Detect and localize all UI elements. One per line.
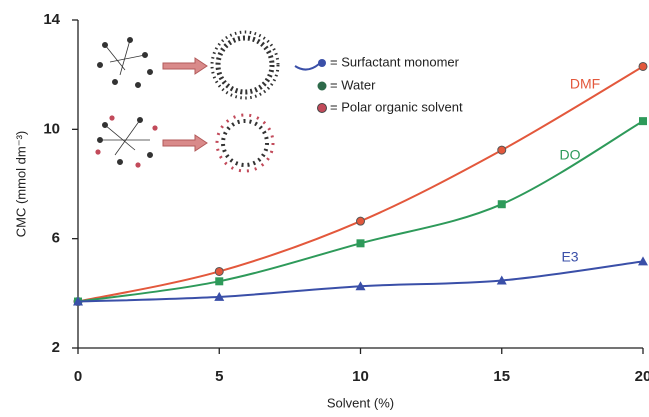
x-tick-label: 20: [635, 368, 649, 385]
y-tick-label: 6: [52, 230, 60, 247]
marker: [356, 216, 365, 226]
marker: [496, 275, 507, 285]
x-tick-label: 5: [215, 368, 223, 385]
marker: [497, 200, 506, 209]
marker: [356, 239, 365, 248]
x-tick-label: 0: [74, 368, 82, 385]
legend-icons: [294, 59, 327, 113]
marker: [214, 266, 224, 276]
marker: [215, 277, 224, 286]
legend-text: = Water: [330, 77, 376, 92]
series-label: DMF: [570, 76, 600, 92]
legend-text: = Surfactant monomer: [330, 54, 460, 69]
y-tick-label: 10: [43, 120, 60, 137]
series-label: E3: [561, 249, 578, 265]
marker: [638, 256, 648, 266]
marker: [638, 61, 648, 71]
x-tick-label: 15: [493, 368, 510, 385]
y-tick-label: 2: [52, 339, 60, 356]
marker: [73, 296, 83, 306]
micelle-diagram: [95, 30, 280, 173]
y-axis-label: CMC (mmol dm⁻³): [13, 131, 28, 238]
x-axis-label: Solvent (%): [327, 395, 394, 410]
y-tick-label: 14: [43, 11, 60, 28]
marker: [214, 291, 225, 301]
x-tick-label: 10: [352, 368, 369, 385]
marker: [639, 117, 647, 126]
series-label: DO: [560, 147, 581, 163]
legend-text: = Polar organic solvent: [330, 99, 463, 114]
marker: [497, 145, 507, 155]
marker: [355, 281, 366, 291]
